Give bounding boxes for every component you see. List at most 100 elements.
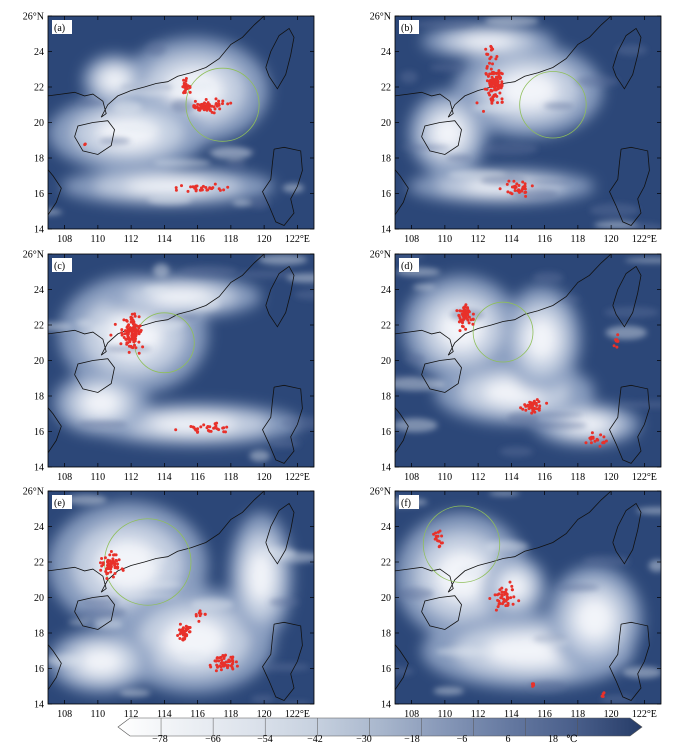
colorbar-tick-label: −18 bbox=[404, 734, 420, 743]
lightning-point bbox=[486, 74, 490, 78]
lightning-point bbox=[440, 541, 444, 545]
lightning-point bbox=[204, 98, 208, 101]
cloud-streak bbox=[294, 289, 314, 300]
lightning-point bbox=[183, 88, 187, 92]
lightning-point bbox=[134, 346, 138, 350]
lightning-point bbox=[437, 545, 441, 549]
lightning-point bbox=[483, 87, 487, 91]
lightning-point bbox=[129, 320, 133, 324]
x-tick-label: 108 bbox=[57, 472, 72, 483]
island-outline bbox=[612, 502, 642, 565]
lightning-point bbox=[506, 596, 510, 600]
lightning-point bbox=[108, 565, 112, 569]
lightning-point bbox=[127, 350, 131, 354]
map-panel: (f) 108 110 112 114 116 118 120 122°E 14 16 18 20 22 2… bbox=[370, 487, 662, 720]
x-tick-label: 110 bbox=[91, 234, 106, 245]
lightning-point bbox=[114, 553, 118, 557]
cloud-streak bbox=[238, 269, 294, 279]
lightning-point bbox=[490, 46, 493, 49]
lightning-point bbox=[178, 628, 181, 632]
lightning-point bbox=[116, 566, 119, 570]
lightning-point bbox=[496, 101, 499, 105]
cloud-texture bbox=[48, 254, 314, 462]
lightning-point bbox=[488, 57, 492, 61]
x-tick-label: 118 bbox=[224, 472, 239, 483]
x-tick-label: 110 bbox=[438, 709, 453, 720]
cloud-streak bbox=[122, 82, 168, 96]
lightning-point bbox=[214, 669, 218, 673]
lightning-points bbox=[83, 77, 233, 193]
y-tick-label: 24 bbox=[381, 47, 391, 58]
lightning-point bbox=[113, 322, 117, 326]
cloud-streak bbox=[282, 183, 305, 193]
cloud-streak bbox=[619, 401, 661, 409]
cloud-streak bbox=[536, 636, 569, 647]
lightning-point bbox=[198, 609, 202, 613]
lightning-point bbox=[225, 425, 229, 429]
cloud-streak bbox=[557, 296, 581, 302]
panel-label-box bbox=[399, 258, 419, 272]
y-tick-label: 18 bbox=[34, 154, 44, 165]
cloud-streak bbox=[405, 354, 425, 364]
lightning-point bbox=[193, 99, 197, 103]
lightning-point bbox=[214, 102, 218, 105]
lightning-point bbox=[512, 179, 516, 183]
y-tick-label: 22 bbox=[381, 558, 391, 569]
x-tick-label: 114 bbox=[157, 234, 172, 245]
x-tick-label: 110 bbox=[438, 234, 453, 245]
lightning-point bbox=[459, 309, 463, 313]
colorbar: −78 −66 −54 −42 −30 −18 −6 6 18 ℃ bbox=[117, 717, 643, 743]
lightning-point bbox=[194, 184, 198, 188]
lightning-point bbox=[484, 47, 488, 51]
lightning-point bbox=[464, 327, 468, 331]
lightning-point bbox=[218, 107, 222, 111]
lightning-point bbox=[174, 188, 178, 192]
lightning-point bbox=[194, 613, 198, 616]
cloud-streak bbox=[589, 203, 640, 217]
cloud-streak bbox=[146, 41, 166, 56]
y-tick-label: 24 bbox=[34, 285, 44, 296]
island-outline bbox=[421, 358, 462, 393]
cyclone-ring bbox=[422, 505, 501, 583]
x-tick-label: 114 bbox=[157, 472, 172, 483]
lightning-point bbox=[127, 338, 131, 341]
x-tick-label: 122°E bbox=[285, 472, 310, 483]
lightning-point bbox=[469, 318, 473, 322]
lightning-point bbox=[488, 61, 491, 65]
y-tick-label: 14 bbox=[34, 463, 44, 474]
cloud-streak bbox=[620, 222, 661, 229]
lightning-point bbox=[510, 584, 514, 588]
satellite-image bbox=[395, 16, 661, 229]
lightning-point bbox=[495, 55, 499, 58]
lightning-point bbox=[208, 425, 212, 429]
island-outline bbox=[609, 621, 650, 701]
x-tick-label: 112 bbox=[124, 709, 139, 720]
cloud-streak bbox=[171, 99, 196, 113]
x-tick-label: 120 bbox=[257, 472, 272, 483]
cloud-streak bbox=[263, 662, 310, 672]
lightning-point bbox=[488, 93, 492, 97]
cloud-streak bbox=[105, 345, 153, 353]
cloud-streak bbox=[531, 412, 584, 418]
colorbar-tick-label: 6 bbox=[506, 734, 511, 743]
x-tick-label: 116 bbox=[537, 709, 552, 720]
island-outline bbox=[74, 358, 115, 393]
lightning-point bbox=[588, 436, 592, 440]
lightning-point bbox=[503, 593, 507, 596]
cloud-shape bbox=[575, 597, 614, 641]
lightning-point bbox=[490, 100, 494, 104]
lightning-points bbox=[455, 303, 620, 448]
panel-label: (b) bbox=[401, 23, 413, 34]
lightning-point bbox=[129, 327, 133, 331]
lightning-point bbox=[526, 403, 530, 407]
lightning-point bbox=[457, 320, 461, 324]
lightning-point bbox=[596, 438, 600, 442]
lightning-point bbox=[226, 102, 230, 106]
satellite-image bbox=[48, 491, 314, 704]
lightning-point bbox=[489, 89, 493, 93]
lightning-point bbox=[139, 328, 143, 332]
lightning-point bbox=[188, 626, 192, 629]
lightning-point bbox=[122, 318, 126, 322]
y-tick-label: 14 bbox=[34, 225, 44, 236]
lightning-point bbox=[212, 105, 216, 109]
